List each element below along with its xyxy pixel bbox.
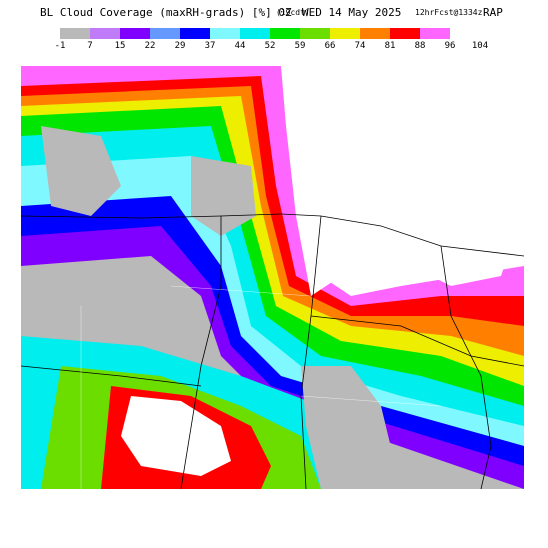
forecast-label: 12hrFcst@1334z — [415, 8, 483, 17]
legend-swatch — [180, 28, 210, 39]
legend-tick-label: 81 — [384, 41, 396, 51]
legend-tick-label: 74 — [354, 41, 366, 51]
chart-title: BL Cloud Coverage (maxRH-grads) [%] 0Z — [40, 6, 292, 19]
legend-tick-label: 44 — [234, 41, 246, 51]
legend-tick-label: 37 — [204, 41, 216, 51]
legend-swatch — [240, 28, 270, 39]
legend-tick-label: 96 — [444, 41, 456, 51]
legend-swatch — [330, 28, 360, 39]
legend-tick-label: 52 — [264, 41, 276, 51]
chart-title-row: BL Cloud Coverage (maxRH-grads) [%] 0Z (… — [0, 6, 548, 22]
color-legend: -1 7 15 22 29 37 44 52 59 66 74 81 88 96 104 — [55, 28, 489, 55]
legend-ticks: -1 7 15 22 29 37 44 52 59 66 74 81 88 96 104 — [55, 41, 489, 55]
region-south-clear — [121, 396, 231, 476]
legend-swatch — [60, 28, 90, 39]
legend-swatch — [120, 28, 150, 39]
legend-tick-label: 66 — [324, 41, 336, 51]
legend-tick-label: 7 — [87, 41, 93, 51]
state-boundaries — [21, 213, 524, 489]
legend-tick-label: 104 — [471, 41, 489, 51]
legend-swatches — [60, 28, 480, 39]
legend-tick-label: 15 — [114, 41, 126, 51]
legend-swatch — [270, 28, 300, 39]
legend-swatch — [420, 28, 450, 39]
valid-date-label: WED 14 May 2025 — [302, 6, 402, 19]
legend-swatch — [300, 28, 330, 39]
legend-swatch — [150, 28, 180, 39]
legend-tick-label: 29 — [174, 41, 186, 51]
county-lines — [80, 285, 442, 489]
region-gray-southeast — [301, 366, 401, 489]
legend-tick-label: 59 — [294, 41, 306, 51]
legend-swatch — [90, 28, 120, 39]
legend-swatch — [450, 28, 480, 39]
legend-tick-label: 22 — [144, 41, 156, 51]
cloud-coverage-map — [21, 66, 524, 489]
legend-swatch — [390, 28, 420, 39]
model-label: RAP — [483, 6, 503, 19]
local-time-label: (19cdt) — [276, 8, 310, 17]
legend-swatch — [210, 28, 240, 39]
region-clear-east — [391, 146, 524, 286]
region-northwest-gray — [41, 126, 121, 216]
region-clear-northeast — [281, 66, 421, 296]
legend-tick-label: -1 — [54, 41, 66, 51]
legend-tick-label: 88 — [414, 41, 426, 51]
legend-swatch — [360, 28, 390, 39]
